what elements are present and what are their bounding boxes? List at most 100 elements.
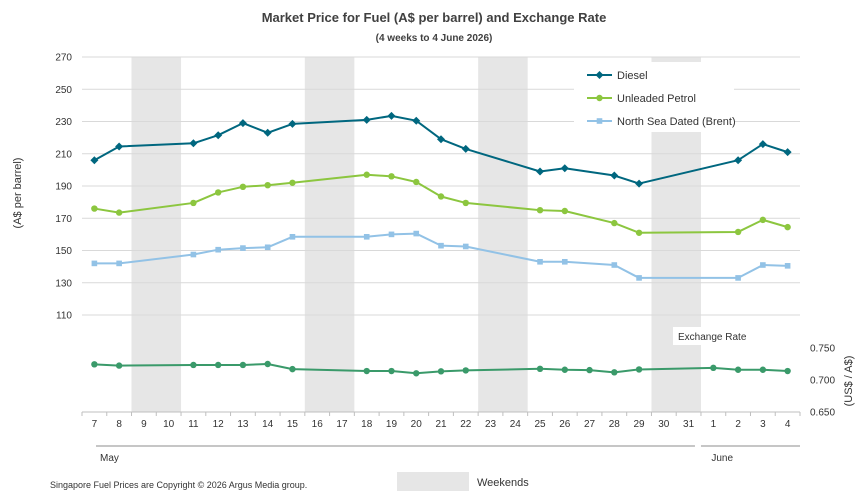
x-tick-label: 25 (534, 419, 546, 430)
exchange-rate-label-box: Exchange Rate (673, 327, 747, 345)
x-tick-label: 28 (609, 419, 621, 430)
data-point (363, 171, 370, 178)
data-point (91, 361, 98, 368)
data-point (437, 193, 445, 200)
data-point (636, 275, 642, 281)
series-north-sea-dated-brent (91, 230, 791, 281)
data-point (116, 260, 122, 267)
data-point (412, 116, 421, 125)
x-tick-label: 7 (92, 419, 98, 430)
data-point (537, 258, 543, 265)
x-tick-label: 12 (213, 419, 225, 430)
data-point (437, 368, 445, 375)
data-point (759, 366, 767, 373)
weekends-key-label: Weekends (477, 477, 529, 489)
data-point (413, 178, 420, 186)
y-tick-label: 210 (55, 149, 72, 160)
data-point (190, 199, 197, 207)
data-point (115, 362, 123, 369)
data-point (462, 199, 469, 207)
data-point (438, 242, 444, 249)
data-point (239, 183, 247, 191)
chart-subtitle: (4 weeks to 4 June 2026) (376, 33, 493, 44)
legend: Diesel Unleaded Petrol North Sea Dated (Br… (574, 62, 736, 132)
x-tick-label: 13 (237, 419, 249, 430)
data-point (437, 135, 445, 144)
weekends-key: Weekends (397, 472, 529, 491)
data-point (462, 243, 469, 250)
weekend-band-2 (304, 57, 355, 412)
y-tick-label: 170 (55, 214, 72, 225)
data-point (190, 361, 197, 369)
legend-item: Unleaded Petrol (587, 93, 696, 105)
x-tick-label: 1 (711, 419, 717, 430)
data-point (115, 142, 124, 151)
month-label-may: May (100, 453, 119, 464)
data-point (635, 366, 643, 373)
weekends-swatch (397, 472, 469, 491)
legend-label: Diesel (617, 70, 648, 82)
x-tick-label: 20 (411, 419, 423, 430)
data-point (611, 369, 618, 376)
x-tick-label: 21 (435, 419, 447, 430)
x-tick-label: 14 (262, 419, 274, 430)
data-point (784, 367, 791, 375)
axes: 2702502302101901701501301100.7500.7000.6… (55, 53, 835, 465)
exchange-rate-label: Exchange Rate (678, 332, 747, 343)
data-point (388, 173, 395, 180)
data-point (289, 179, 296, 186)
x-tick-label: 17 (336, 419, 348, 430)
weekend-band-1 (131, 57, 182, 412)
y2-tick-label: 0.700 (810, 376, 835, 387)
x-tick-label: 18 (361, 419, 373, 430)
data-point (264, 244, 271, 251)
data-point (561, 258, 568, 265)
y-tick-label: 250 (55, 85, 72, 96)
data-point (91, 205, 98, 212)
data-point (536, 365, 544, 372)
data-point (115, 209, 123, 216)
y-tick-label: 130 (55, 278, 72, 289)
data-point (462, 367, 469, 374)
data-point (289, 365, 296, 373)
series-diesel (90, 111, 792, 188)
data-point (363, 367, 370, 375)
x-tick-label: 16 (312, 419, 324, 430)
data-point (413, 370, 420, 377)
data-point (784, 223, 791, 231)
data-point (734, 228, 742, 236)
legend-item: North Sea Dated (Brent) (587, 116, 736, 128)
data-point (190, 251, 197, 258)
data-point (635, 229, 643, 236)
y2-axis-label: (US$ / A$) (843, 356, 855, 407)
data-point (586, 366, 593, 374)
x-tick-label: 31 (683, 419, 695, 430)
data-point (536, 167, 545, 176)
data-point (91, 260, 98, 267)
data-point (784, 263, 791, 269)
data-point (783, 148, 792, 157)
legend-label: Unleaded Petrol (617, 93, 696, 105)
data-point (238, 119, 247, 128)
legend-label: North Sea Dated (Brent) (617, 116, 736, 128)
data-point (611, 262, 618, 268)
y-tick-label: 270 (55, 53, 72, 64)
x-tick-label: 8 (116, 419, 122, 430)
data-point (288, 119, 297, 128)
data-point (413, 230, 420, 237)
x-tick-label: 30 (658, 419, 670, 430)
footnote: Singapore Fuel Prices are Copyright © 20… (50, 480, 307, 490)
data-point (90, 156, 99, 165)
y-axis-label: (A$ per barrel) (12, 158, 24, 229)
data-point (215, 246, 221, 253)
series (90, 111, 792, 377)
y2-tick-label: 0.750 (810, 344, 835, 355)
data-point (610, 171, 619, 180)
data-point (387, 111, 396, 120)
x-tick-label: 23 (485, 419, 497, 430)
x-tick-label: 10 (163, 419, 175, 430)
x-tick-label: 11 (188, 419, 199, 430)
x-tick-label: 29 (634, 419, 646, 430)
data-point (263, 128, 272, 137)
